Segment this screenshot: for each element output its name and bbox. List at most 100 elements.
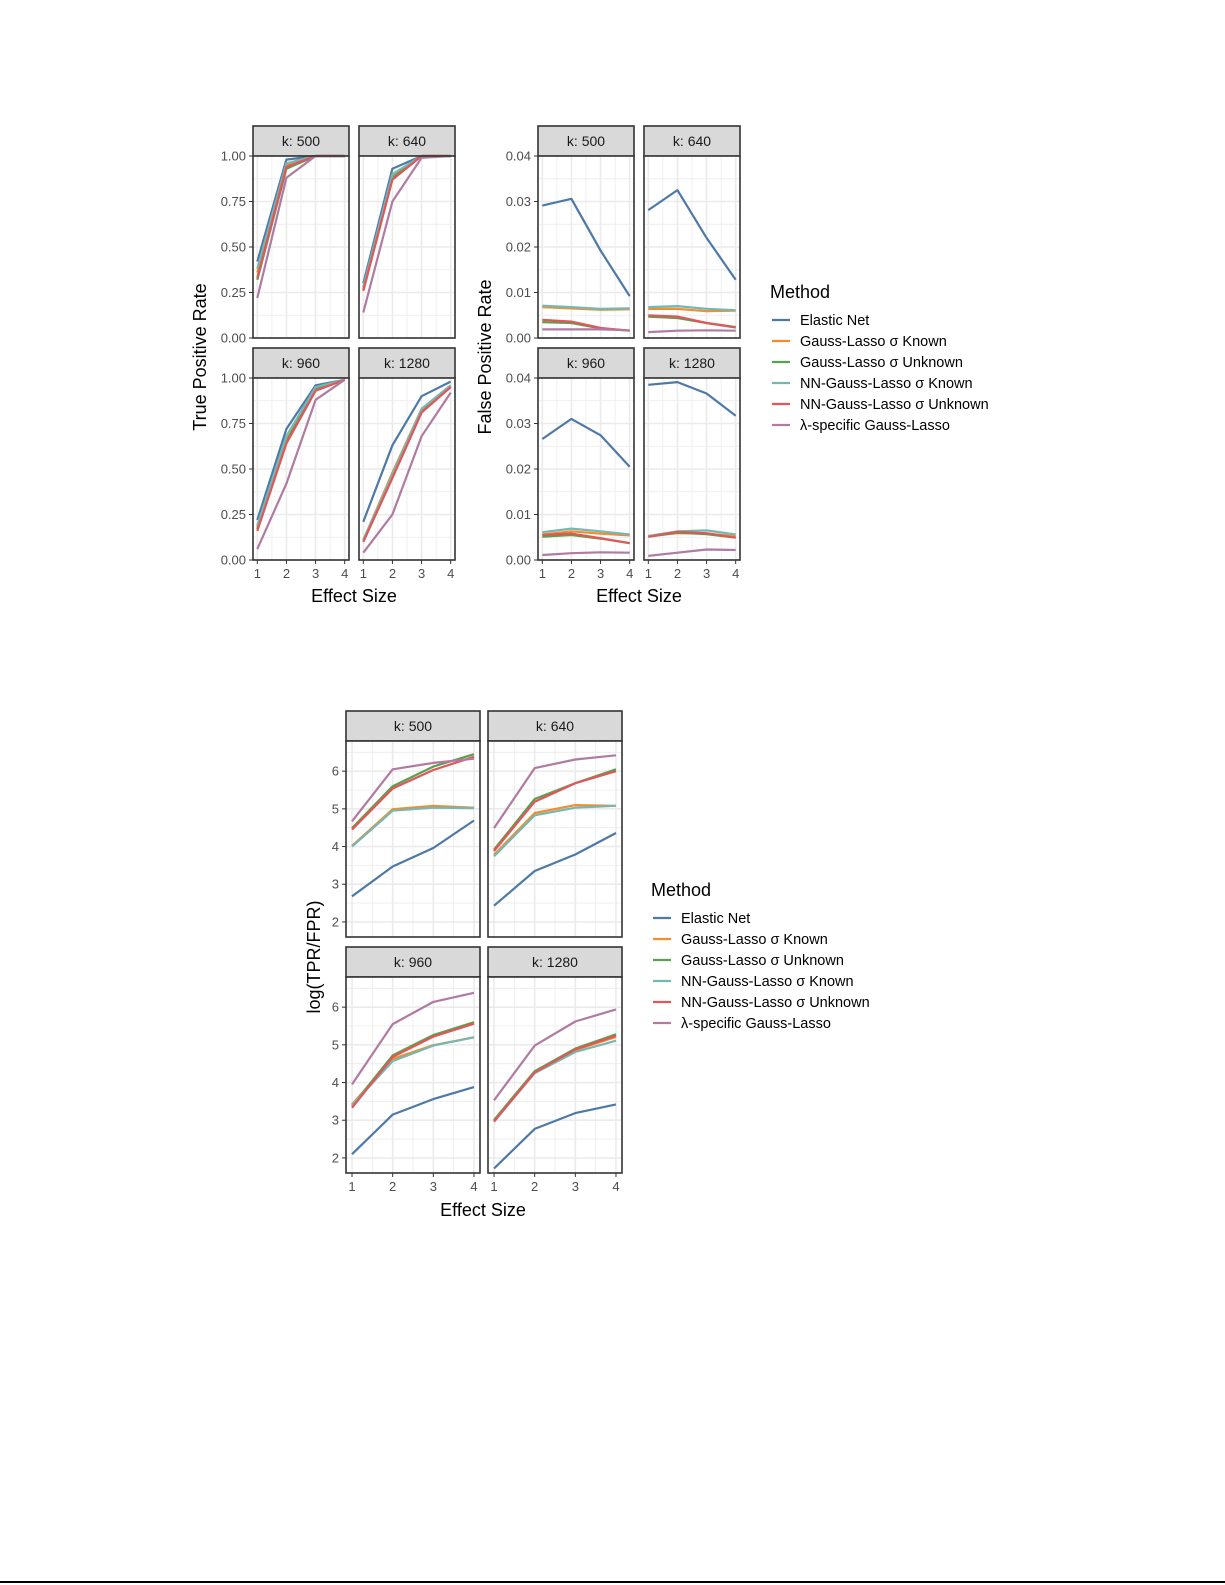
x-tick-label: 2 [389, 1179, 396, 1194]
panel-strip [358, 347, 456, 379]
x-tick-label: 2 [283, 566, 290, 581]
x-axis-title: Effect Size [311, 586, 397, 606]
y-axis-title: log(TPR/FPR) [304, 900, 324, 1013]
legend-item-gauss-lasso-sigma-known: Gauss-Lasso σ Known [653, 932, 828, 948]
series-line-nn-gauss-lasso-sigma-unknown [648, 530, 736, 539]
series-line-nn-gauss-lasso-sigma-unknown [493, 770, 617, 852]
panel-strip [358, 125, 456, 157]
series-line-lambda-specific-gauss-lasso [493, 1008, 617, 1101]
legend-label: Gauss-Lasso σ Known [681, 932, 828, 948]
series-line-elastic-net [493, 1103, 617, 1170]
legend-label: NN-Gauss-Lasso σ Unknown [800, 397, 989, 413]
gridlines [346, 741, 480, 937]
x-tick-label: 3 [597, 566, 604, 581]
y-tick-label: 0.75 [221, 194, 246, 209]
y-tick-label: 0.00 [221, 553, 246, 568]
legend-label: NN-Gauss-Lasso σ Unknown [681, 995, 870, 1011]
panel-k-640: k: 640 [487, 710, 623, 938]
x-tick-label: 4 [447, 566, 454, 581]
legend-title: Method [770, 282, 830, 302]
legend-label: NN-Gauss-Lasso σ Known [800, 376, 973, 392]
series-line-lambda-specific-gauss-lasso [362, 154, 451, 313]
y-tick-label: 4 [332, 839, 339, 854]
y-tick-label: 0.03 [506, 194, 531, 209]
legend-item-nn-gauss-lasso-sigma-unknown: NN-Gauss-Lasso σ Unknown [772, 397, 989, 413]
y-tick-label: 4 [332, 1075, 339, 1090]
series-line-lambda-specific-gauss-lasso [351, 757, 475, 822]
panel-k-1280: k: 1280 1 2 3 4 [487, 946, 623, 1194]
page-bottom-rule [0, 1581, 1225, 1583]
series-line-lambda-specific-gauss-lasso [362, 391, 452, 554]
x-tick-label: 3 [312, 566, 319, 581]
y-tick-label: 0.25 [221, 507, 246, 522]
series-line-lambda-specific-gauss-lasso [648, 329, 736, 334]
panel-strip [487, 946, 623, 978]
panel-border [345, 740, 481, 938]
legend-label: Gauss-Lasso σ Known [800, 334, 947, 350]
panel-strip [345, 710, 481, 742]
series-line-gauss-lasso-sigma-known [648, 307, 736, 313]
legend-item-lambda-specific-gauss-lasso: λ-specific Gauss-Lasso [653, 1016, 831, 1032]
panel-border [643, 155, 741, 339]
panel-border [487, 740, 623, 938]
y-tick-label: 2 [332, 914, 339, 929]
series-line-lambda-specific-gauss-lasso [648, 548, 736, 557]
y-tick-label: 5 [332, 801, 339, 816]
series-line-nn-gauss-lasso-sigma-known [362, 384, 452, 541]
series-line-nn-gauss-lasso-sigma-known [542, 304, 630, 310]
series-line-nn-gauss-lasso-sigma-unknown [351, 755, 475, 831]
series-line-nn-gauss-lasso-sigma-known [256, 378, 345, 526]
y-tick-label: 0.01 [506, 285, 531, 300]
series-line-nn-gauss-lasso-sigma-known [351, 806, 475, 848]
panel-strip-label: k: 1280 [532, 954, 578, 970]
panel-strip-label: k: 500 [567, 133, 605, 149]
chart-false-positive-rate: k: 500 0.00 0.01 0.02 0.03 0.04 k: 640 k: 960 0.… [475, 125, 741, 606]
y-tick-label: 0.02 [506, 462, 531, 477]
panel-k-500: k: 500 0.00 0.25 0.50 0.75 1.00 [221, 125, 350, 346]
legend-item-gauss-lasso-sigma-unknown: Gauss-Lasso σ Unknown [653, 953, 844, 969]
series-line-nn-gauss-lasso-sigma-unknown [542, 532, 630, 545]
panel-strip [252, 125, 350, 157]
x-axis-title: Effect Size [440, 1200, 526, 1220]
gridlines [488, 741, 622, 937]
panel-k-500: k: 500 2 3 4 5 6 [332, 710, 481, 938]
x-tick-label: 1 [539, 566, 546, 581]
legend-label: Gauss-Lasso σ Unknown [681, 953, 844, 969]
y-tick-label: 0.01 [506, 507, 531, 522]
legend-label: Elastic Net [800, 313, 869, 329]
panel-strip-label: k: 960 [282, 355, 320, 371]
y-tick-label: 5 [332, 1037, 339, 1052]
panel-k-640: k: 640 [358, 125, 456, 339]
x-tick-label: 3 [430, 1179, 437, 1194]
series-line-elastic-net [351, 819, 475, 898]
legend-label: λ-specific Gauss-Lasso [681, 1016, 831, 1032]
x-tick-label: 3 [418, 566, 425, 581]
y-tick-label: 0.00 [506, 331, 531, 346]
panel-strip [252, 347, 350, 379]
y-tick-label: 0.04 [506, 371, 531, 386]
series-line-lambda-specific-gauss-lasso [256, 378, 346, 550]
series-line-nn-gauss-lasso-sigma-unknown [256, 378, 346, 532]
y-tick-label: 1.00 [221, 371, 246, 386]
y-tick-label: 3 [332, 877, 339, 892]
panel-strip-label: k: 640 [536, 718, 574, 734]
series-line-nn-gauss-lasso-sigma-known [542, 527, 630, 536]
series-line-lambda-specific-gauss-lasso [493, 754, 617, 829]
series-line-elastic-net [648, 381, 737, 417]
y-tick-label: 0.03 [506, 416, 531, 431]
panel-strip-label: k: 500 [394, 718, 432, 734]
x-axis-title: Effect Size [596, 586, 682, 606]
panel-k-1280: k: 1280 1 2 3 4 [358, 347, 456, 581]
legend-label: Elastic Net [681, 911, 750, 927]
legend-item-gauss-lasso-sigma-known: Gauss-Lasso σ Known [772, 334, 947, 350]
x-tick-label: 3 [703, 566, 710, 581]
chart-true-positive-rate: k: 500 0.00 0.25 0.50 0.75 1.00 k: 640 k: 960 0.… [190, 125, 456, 606]
y-tick-label: 6 [332, 1000, 339, 1015]
legend-item-elastic-net: Elastic Net [653, 911, 750, 927]
series-line-elastic-net [351, 1086, 475, 1155]
panel-border [345, 976, 481, 1174]
panel-strip-label: k: 1280 [669, 355, 715, 371]
legend-2: Method Elastic Net Gauss-Lasso σ Known Gaus… [651, 880, 870, 1032]
x-tick-label: 1 [360, 566, 367, 581]
